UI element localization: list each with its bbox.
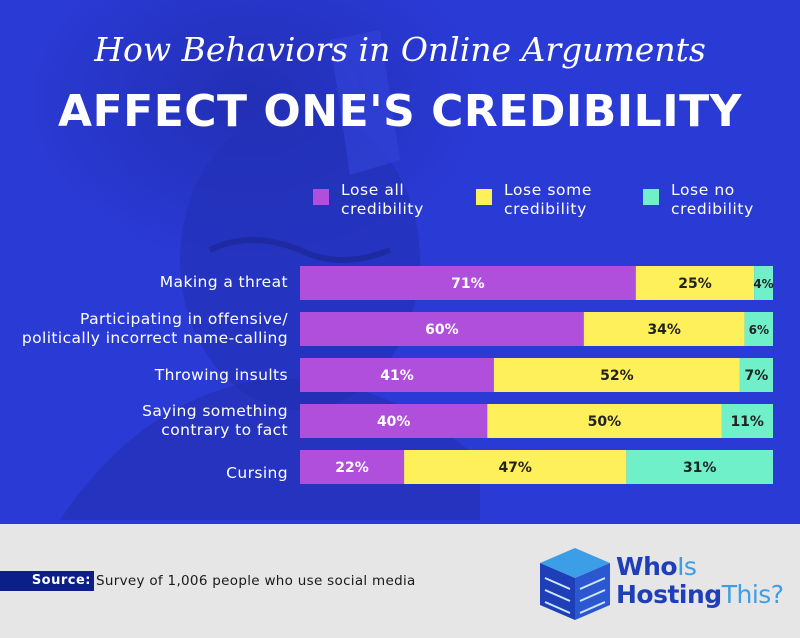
- row-label: Making a threat: [160, 273, 288, 292]
- row-label-line: Participating in offensive/: [80, 310, 288, 328]
- bar-segment: [300, 404, 488, 438]
- row-label-line: Making a threat: [159, 273, 288, 291]
- source-text: Survey of 1,006 people who use social me…: [96, 573, 416, 589]
- bar-segment: [404, 450, 627, 484]
- logo-word-is: Is: [677, 552, 697, 581]
- stacked-bars: 71% 25% 4% 60% 34% 6% 41% 52% 7% 40% 50% 11% 22% 47% 3…: [300, 266, 774, 484]
- logo-word-who: Who: [616, 552, 678, 581]
- bar-segment: [744, 312, 773, 346]
- row-label-line: Saying something: [142, 402, 288, 420]
- bar-value-label: 25%: [678, 276, 712, 292]
- logo-text-line-1: WhoIs: [616, 552, 697, 581]
- legend-swatch: [476, 189, 492, 205]
- bar-segment: [721, 404, 773, 438]
- bar-value-label: 11%: [730, 414, 764, 430]
- legend-swatch: [313, 189, 329, 205]
- bar-segment: [300, 358, 494, 392]
- bar-segment: [300, 312, 584, 346]
- footer-panel: [0, 524, 800, 638]
- legend-swatch: [643, 189, 659, 205]
- bar-segment: [300, 266, 636, 300]
- logo-text-line-2: HostingThis?: [616, 581, 784, 609]
- bar-value-label: 6%: [749, 323, 769, 337]
- row-label: Cursing: [226, 464, 288, 483]
- bar-segment: [300, 450, 405, 484]
- row-label-line: politically incorrect name-calling: [21, 329, 288, 347]
- bar-value-label: 47%: [498, 460, 532, 476]
- title-line-1: How Behaviors in Online Arguments: [94, 30, 706, 69]
- title-line-2: AFFECT ONE'S CREDIBILITY: [58, 86, 742, 137]
- row-label-line: contrary to fact: [161, 421, 288, 439]
- bar-value-label: 71%: [451, 276, 485, 292]
- row-label-line: Throwing insults: [154, 366, 288, 384]
- bar-segment: [487, 404, 722, 438]
- bar-value-label: 7%: [745, 368, 769, 384]
- legend-item-lose-some: Lose some credibility: [476, 181, 592, 225]
- bar-segment: [493, 358, 740, 392]
- legend-item-lose-all: Lose all credibility: [313, 181, 424, 225]
- bar-value-label: 50%: [588, 414, 622, 430]
- legend-label: credibility: [504, 200, 587, 218]
- bar-value-label: 41%: [380, 368, 414, 384]
- bar-segment: [635, 266, 755, 300]
- row-label-line: Cursing: [226, 464, 288, 482]
- source-label: Source:: [0, 571, 94, 591]
- bar-value-label: 60%: [425, 322, 459, 338]
- bar-value-label: 40%: [377, 414, 411, 430]
- bar-segment: [739, 358, 773, 392]
- legend-label: Lose no: [671, 181, 735, 199]
- legend-label: credibility: [671, 200, 754, 218]
- legend-label: Lose some: [504, 181, 592, 199]
- bar-segment: [626, 450, 773, 484]
- legend-item-lose-no: Lose no credibility: [643, 181, 754, 225]
- bar-value-label: 34%: [647, 322, 681, 338]
- bar-value-label: 22%: [335, 460, 369, 476]
- legend-label: credibility: [341, 200, 424, 218]
- bar-value-label: 52%: [600, 368, 634, 384]
- row-label: Throwing insults: [155, 366, 288, 385]
- bar-value-label: 31%: [683, 460, 717, 476]
- bar-segment: [754, 266, 773, 300]
- bar-segment: [583, 312, 745, 346]
- logo-word-this: This?: [721, 580, 784, 609]
- legend-label: Lose all: [341, 181, 405, 199]
- row-label: Saying something contrary to fact: [142, 402, 288, 440]
- server-logo-icon: [540, 548, 610, 620]
- bar-value-label: 4%: [753, 277, 773, 291]
- row-label: Participating in offensive/ politically …: [22, 310, 288, 348]
- logo-word-hosting: Hosting: [616, 580, 722, 609]
